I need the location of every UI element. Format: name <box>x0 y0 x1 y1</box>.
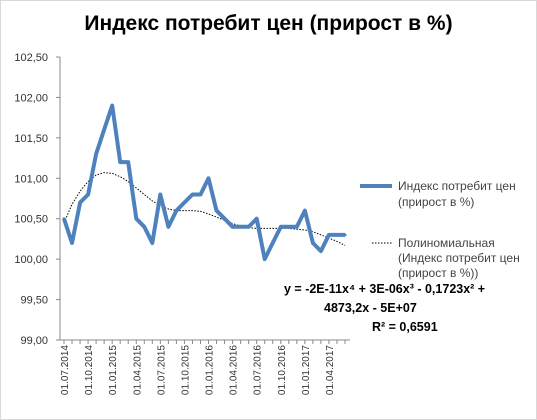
x-tick-label: 01.07.2015 <box>156 345 167 395</box>
cpi-data-point <box>182 201 186 205</box>
x-tick-label: 01.04.2017 <box>325 345 336 395</box>
cpi-data-point <box>142 225 146 229</box>
x-tick-label: 01.10.2016 <box>277 345 288 395</box>
cpi-data-point <box>295 225 299 229</box>
legend-label-poly-line2: (Индекс потребит цен <box>398 251 520 265</box>
cpi-data-point <box>70 241 74 245</box>
x-tick-label: 01.04.2015 <box>132 345 143 395</box>
cpi-data-point <box>134 217 138 221</box>
legend-label-poly-line3: (прирост в %)) <box>398 266 478 280</box>
cpi-data-point <box>263 257 267 261</box>
legend-label-poly-line1: Полиномиальная <box>398 236 495 250</box>
legend-label-cpi-line1: Индекс потребит цен <box>398 179 516 193</box>
cpi-data-point <box>303 209 307 213</box>
polynomial-trendline <box>63 172 346 246</box>
cpi-data-point <box>110 104 114 108</box>
y-tick-label: 99,00 <box>20 335 48 347</box>
y-tick-label: 100,50 <box>14 214 48 226</box>
x-tick-label: 01.10.2015 <box>180 345 191 395</box>
r-squared-label: R² = 0,6591 <box>372 320 438 334</box>
cpi-data-point <box>319 249 323 253</box>
cpi-data-point <box>239 225 243 229</box>
cpi-data-point <box>126 160 130 164</box>
cpi-data-point <box>343 233 347 237</box>
cpi-data-point <box>231 225 235 229</box>
cpi-data-point <box>158 192 162 196</box>
cpi-data-point <box>118 160 122 164</box>
x-tick-label: 01.10.2014 <box>84 345 95 395</box>
chart-title: Индекс потребит цен (прирост в %) <box>84 12 453 35</box>
x-tick-label: 01.07.2014 <box>60 345 71 395</box>
cpi-series-line <box>62 103 345 262</box>
cpi-data-point <box>223 217 227 221</box>
cpi-data-point <box>86 192 90 196</box>
cpi-data-point <box>150 241 154 245</box>
cpi-data-point <box>247 225 251 229</box>
x-tick-label: 01.01.2016 <box>205 345 216 395</box>
cpi-data-point <box>271 241 275 245</box>
trendline-equation-line2: 4873,2x - 5E+07 <box>324 301 417 315</box>
cpi-data-point <box>287 225 291 229</box>
y-tick-label: 101,50 <box>14 133 48 145</box>
x-tick-label: 01.01.2015 <box>108 345 119 395</box>
cpi-data-point <box>102 128 106 132</box>
cpi-data-point <box>166 225 170 229</box>
x-tick-label: 01.01.2017 <box>301 345 312 395</box>
cpi-data-point <box>174 209 178 213</box>
x-tick-label: 01.04.2016 <box>229 345 240 395</box>
cpi-data-point <box>207 176 211 180</box>
cpi-data-point <box>78 201 82 205</box>
cpi-data-point <box>255 217 259 221</box>
cpi-data-point <box>335 233 339 237</box>
x-tick-label: 01.07.2016 <box>253 345 264 395</box>
y-tick-label: 102,50 <box>14 52 48 64</box>
cpi-data-point <box>279 225 283 229</box>
y-tick-label: 99,50 <box>20 295 48 307</box>
y-tick-label: 101,00 <box>14 173 48 185</box>
cpi-data-point <box>190 192 194 196</box>
cpi-data-point <box>198 192 202 196</box>
y-tick-label: 102,00 <box>14 92 48 104</box>
cpi-data-point <box>327 233 331 237</box>
legend-label-cpi-line2: (прирост в %) <box>398 195 474 209</box>
cpi-data-point <box>62 217 66 221</box>
trendline-equation-line1: y = -2E-11x⁴ + 3E-06x³ - 0,1723x² + <box>284 282 485 296</box>
cpi-data-point <box>311 241 315 245</box>
y-tick-label: 100,00 <box>14 254 48 266</box>
cpi-data-point <box>215 209 219 213</box>
cpi-data-point <box>94 152 98 156</box>
